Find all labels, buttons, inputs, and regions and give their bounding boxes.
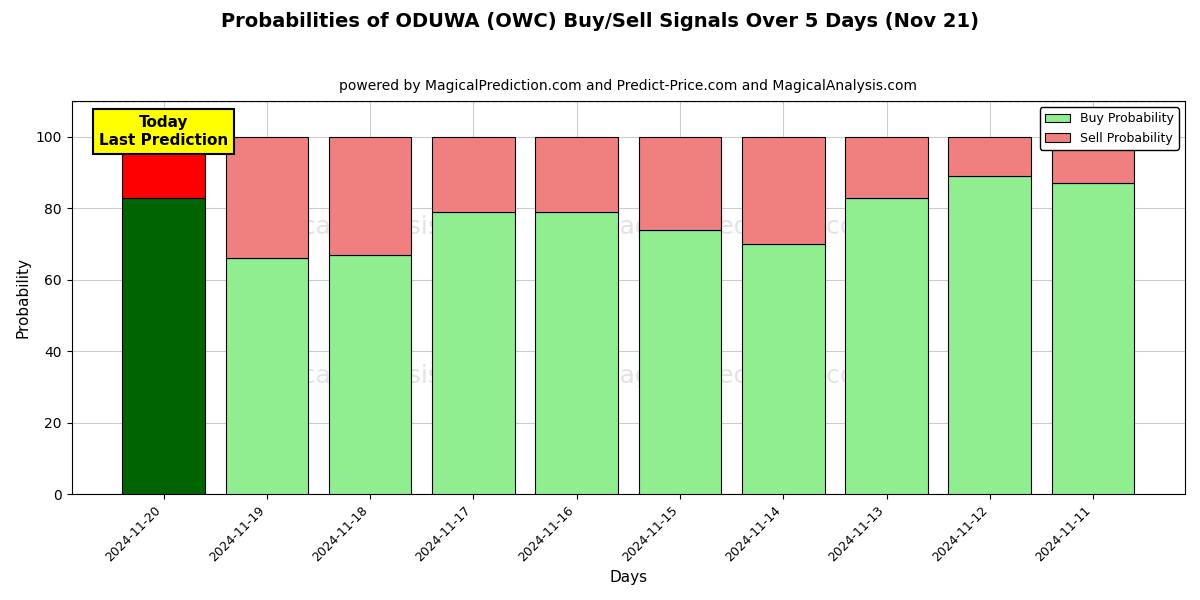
Bar bbox=[535, 212, 618, 494]
Y-axis label: Probability: Probability bbox=[16, 257, 30, 338]
Bar bbox=[638, 137, 721, 230]
Text: MagicalPrediction.com: MagicalPrediction.com bbox=[599, 215, 881, 239]
Bar bbox=[329, 137, 412, 255]
Bar bbox=[948, 176, 1031, 494]
Bar bbox=[845, 197, 928, 494]
Bar bbox=[122, 197, 205, 494]
Bar bbox=[432, 137, 515, 212]
Bar bbox=[122, 137, 205, 197]
Bar bbox=[845, 137, 928, 197]
Text: MagicalAnalysis.com: MagicalAnalysis.com bbox=[242, 215, 503, 239]
Bar bbox=[226, 259, 308, 494]
Bar bbox=[1051, 184, 1134, 494]
Legend: Buy Probability, Sell Probability: Buy Probability, Sell Probability bbox=[1040, 107, 1178, 149]
Text: MagicalPrediction.com: MagicalPrediction.com bbox=[599, 364, 881, 388]
Bar bbox=[742, 244, 824, 494]
Bar bbox=[226, 137, 308, 259]
Bar bbox=[329, 255, 412, 494]
Text: MagicalAnalysis.com: MagicalAnalysis.com bbox=[242, 364, 503, 388]
Bar bbox=[742, 137, 824, 244]
Title: powered by MagicalPrediction.com and Predict-Price.com and MagicalAnalysis.com: powered by MagicalPrediction.com and Pre… bbox=[340, 79, 917, 93]
Bar bbox=[638, 230, 721, 494]
X-axis label: Days: Days bbox=[610, 570, 647, 585]
Bar bbox=[1051, 137, 1134, 184]
Bar bbox=[432, 212, 515, 494]
Text: Today
Last Prediction: Today Last Prediction bbox=[98, 115, 228, 148]
Text: Probabilities of ODUWA (OWC) Buy/Sell Signals Over 5 Days (Nov 21): Probabilities of ODUWA (OWC) Buy/Sell Si… bbox=[221, 12, 979, 31]
Bar bbox=[535, 137, 618, 212]
Bar bbox=[948, 137, 1031, 176]
